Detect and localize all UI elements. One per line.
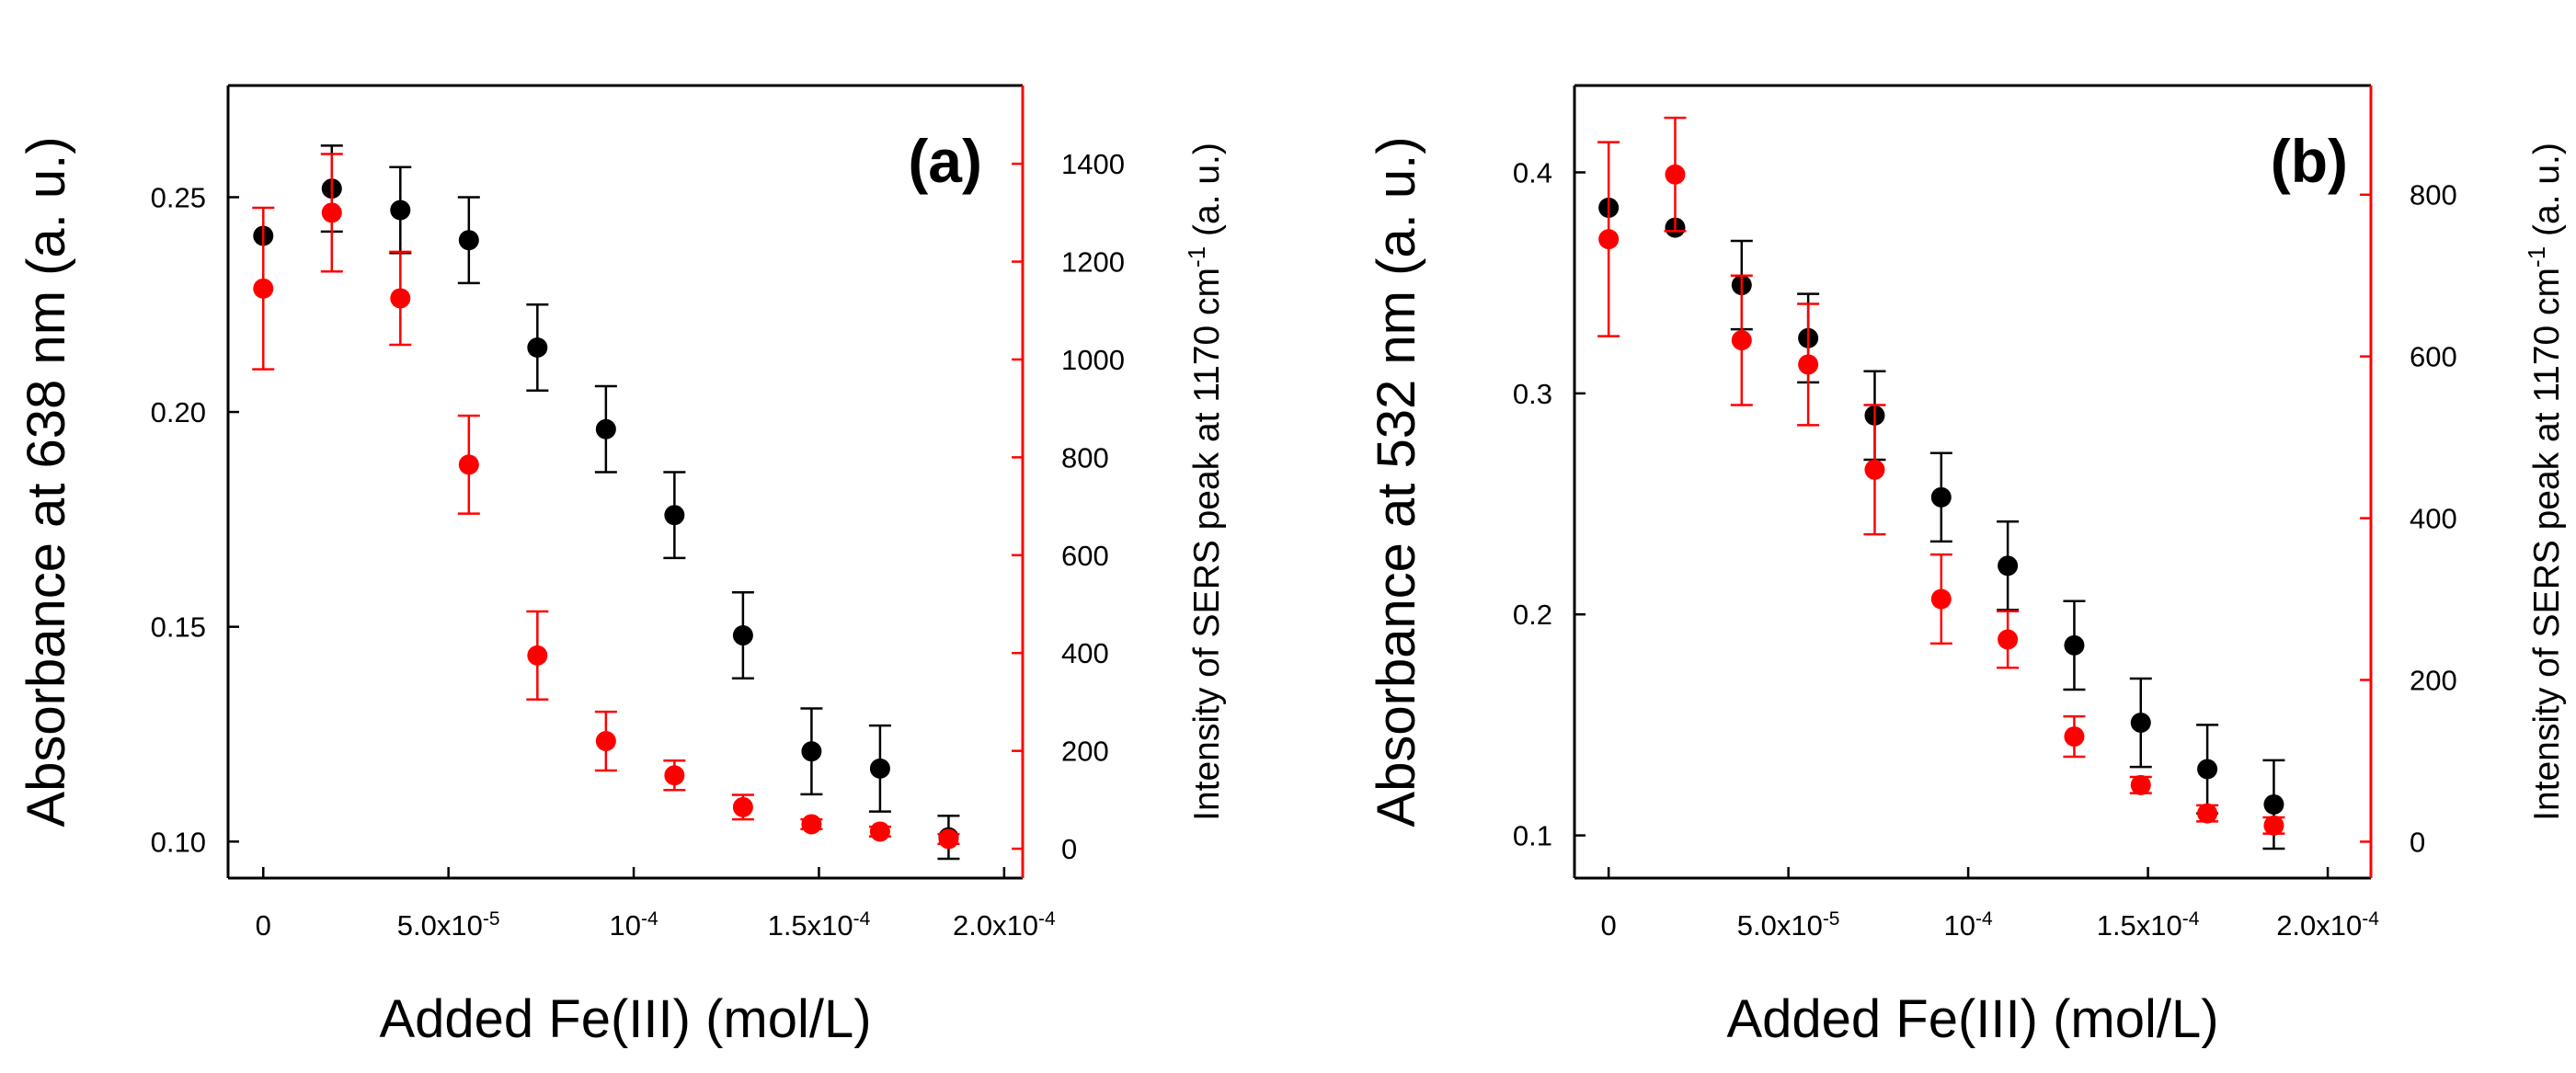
right-y-tick-label: 1200 (1061, 246, 1125, 279)
data-point (458, 230, 479, 251)
data-point (1930, 486, 1952, 508)
data-point (664, 505, 685, 526)
right-y-tick-label: 200 (1061, 736, 1109, 768)
x-tick-label: 0 (1601, 909, 1617, 942)
x-tick-label: 5.0x10-5 (397, 908, 500, 942)
right-y-tick-label: 1400 (1061, 148, 1125, 180)
left-y-tick-label: 0.10 (151, 826, 206, 858)
data-point (2263, 793, 2284, 815)
data-point (2064, 726, 2085, 748)
panel-a: 0 5.0x10-5 10-4 1.5x10-4 2.0x10-4 0.10 0.15 0.2… (17, 84, 1227, 1049)
data-point (1665, 164, 1686, 185)
data-point (801, 814, 822, 835)
data-point (869, 821, 890, 842)
right-y-tick-label: 800 (2410, 179, 2457, 211)
x-tick-label: 10-4 (1944, 908, 1993, 942)
data-point (1998, 555, 2019, 576)
left-y-tick-label: 0.3 (1513, 378, 1552, 410)
panel-label: (a) (908, 127, 982, 195)
data-point (1998, 629, 2019, 650)
absorbance-series (1598, 197, 2285, 850)
x-tick-label: 5.0x10-5 (1737, 908, 1840, 942)
data-point (390, 200, 411, 221)
data-point (1864, 459, 1885, 480)
right-y-tick-label: 800 (1061, 441, 1109, 474)
right-y-tick-label: 600 (1061, 540, 1109, 572)
data-point (1598, 229, 1620, 250)
right-y-tick-label: 600 (2410, 341, 2457, 373)
right-y-tick-label: 200 (2410, 665, 2457, 697)
data-point (2197, 759, 2218, 780)
data-point (527, 337, 548, 358)
data-point (1798, 354, 1819, 375)
right-y-tick-label: 1000 (1061, 344, 1125, 376)
left-y-tick-label: 0.1 (1513, 820, 1552, 852)
panel-b: 0 5.0x10-5 10-4 1.5x10-4 2.0x10-4 0.1 0.2 0.3 0.… (1367, 84, 2567, 1049)
panel-label: (b) (2271, 127, 2348, 195)
data-point (869, 758, 890, 779)
data-point (801, 741, 822, 762)
data-point (938, 828, 959, 850)
x-tick-label: 0 (256, 909, 271, 942)
left-y-tick-label: 0.4 (1513, 156, 1552, 188)
data-point (732, 796, 753, 817)
right-y-axis-title: Intensity of SERS peak at 1170 cm-1 (a. … (1183, 143, 1227, 821)
x-tick-label: 1.5x10-4 (768, 908, 871, 942)
sers-series (1597, 116, 2285, 836)
x-tick-label: 1.5x10-4 (2097, 908, 2200, 942)
right-y-tick-label: 0 (2410, 826, 2425, 858)
data-point (1731, 330, 1752, 351)
sers-series (252, 153, 960, 850)
data-point (2064, 634, 2085, 656)
data-point (321, 202, 342, 223)
x-axis-title: Added Fe(III) (mol/L) (379, 989, 871, 1049)
data-point (527, 645, 548, 666)
data-point (595, 731, 616, 752)
data-point (2130, 713, 2151, 734)
x-tick-label: 2.0x10-4 (953, 908, 1056, 942)
right-y-axis-title: Intensity of SERS peak at 1170 cm-1 (a. … (2523, 143, 2567, 821)
data-point (732, 625, 753, 646)
data-point (2130, 774, 2151, 795)
left-y-axis-title: Absorbance at 532 nm (a. u.) (1367, 136, 1426, 827)
data-point (458, 454, 479, 475)
data-point (2197, 803, 2218, 824)
x-tick-label: 2.0x10-4 (2276, 908, 2379, 942)
right-y-tick-label: 400 (1061, 637, 1109, 669)
data-point (1930, 588, 1952, 610)
left-y-tick-label: 0.20 (151, 396, 206, 428)
data-point (664, 765, 685, 786)
x-tick-label: 10-4 (609, 908, 658, 942)
left-y-tick-label: 0.2 (1513, 599, 1552, 631)
left-y-tick-label: 0.15 (151, 611, 206, 644)
left-y-tick-label: 0.25 (151, 181, 206, 213)
right-y-tick-label: 0 (1061, 833, 1077, 865)
left-y-axis-title: Absorbance at 638 nm (a. u.) (17, 136, 76, 827)
data-point (595, 418, 616, 439)
data-point (253, 278, 274, 299)
right-y-tick-label: 400 (2410, 503, 2457, 535)
data-point (390, 288, 411, 309)
data-point (2263, 815, 2284, 836)
x-axis-title: Added Fe(III) (mol/L) (1726, 989, 2218, 1049)
